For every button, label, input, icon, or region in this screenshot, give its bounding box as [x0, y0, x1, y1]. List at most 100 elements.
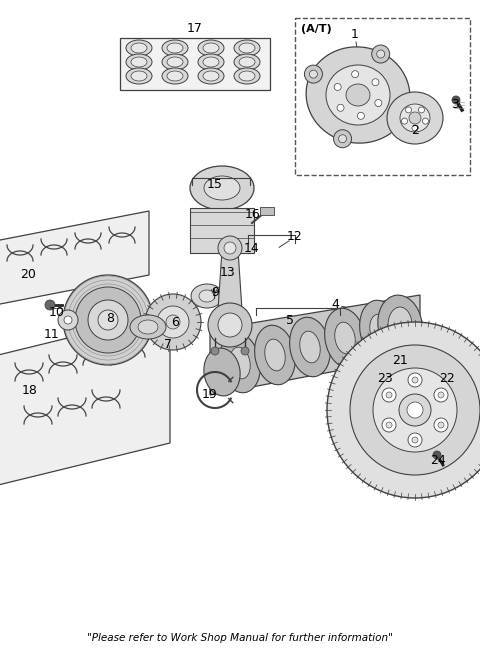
Circle shape	[63, 275, 153, 365]
Ellipse shape	[306, 47, 410, 143]
Text: 16: 16	[245, 209, 261, 222]
Ellipse shape	[198, 68, 224, 84]
Polygon shape	[218, 250, 242, 310]
Bar	[190, 208, 254, 253]
Ellipse shape	[203, 43, 219, 53]
Ellipse shape	[388, 307, 412, 343]
Text: 7: 7	[164, 338, 172, 352]
Ellipse shape	[126, 68, 152, 84]
Ellipse shape	[126, 40, 152, 56]
Circle shape	[334, 83, 341, 91]
Ellipse shape	[239, 43, 255, 53]
Ellipse shape	[220, 333, 260, 393]
Ellipse shape	[265, 339, 285, 371]
Ellipse shape	[346, 84, 370, 106]
Circle shape	[64, 316, 72, 324]
Text: 19: 19	[202, 388, 218, 401]
Ellipse shape	[167, 57, 183, 67]
Circle shape	[145, 294, 201, 350]
Text: 17: 17	[187, 22, 203, 35]
Circle shape	[334, 130, 351, 148]
Circle shape	[408, 373, 422, 387]
Ellipse shape	[167, 71, 183, 81]
Ellipse shape	[131, 57, 147, 67]
Ellipse shape	[326, 65, 390, 125]
Text: 5: 5	[286, 314, 294, 327]
Circle shape	[452, 96, 460, 104]
Ellipse shape	[130, 315, 166, 339]
Circle shape	[412, 125, 418, 131]
Circle shape	[75, 287, 141, 353]
Ellipse shape	[190, 166, 254, 210]
Ellipse shape	[230, 347, 250, 379]
Ellipse shape	[131, 71, 147, 81]
Circle shape	[412, 377, 418, 383]
Circle shape	[386, 422, 392, 428]
Ellipse shape	[289, 318, 330, 377]
Circle shape	[434, 418, 448, 432]
Text: 2: 2	[411, 123, 419, 136]
Text: 18: 18	[22, 384, 38, 396]
Circle shape	[45, 300, 55, 310]
Ellipse shape	[203, 57, 219, 67]
Circle shape	[218, 236, 242, 260]
Text: 23: 23	[377, 371, 393, 384]
Circle shape	[157, 306, 189, 338]
Ellipse shape	[239, 57, 255, 67]
Circle shape	[433, 451, 441, 459]
Circle shape	[218, 313, 242, 337]
Text: 11: 11	[44, 329, 60, 342]
Circle shape	[304, 65, 323, 83]
Ellipse shape	[191, 284, 223, 308]
Circle shape	[352, 71, 359, 77]
Ellipse shape	[204, 176, 240, 200]
Text: 12: 12	[287, 230, 303, 243]
Circle shape	[407, 402, 423, 418]
Ellipse shape	[126, 54, 152, 70]
Circle shape	[438, 422, 444, 428]
Ellipse shape	[198, 40, 224, 56]
Circle shape	[422, 118, 429, 124]
Circle shape	[398, 112, 407, 120]
Ellipse shape	[400, 104, 430, 132]
Circle shape	[399, 394, 431, 426]
Ellipse shape	[409, 112, 421, 124]
Circle shape	[382, 418, 396, 432]
Text: 21: 21	[392, 354, 408, 367]
Text: 14: 14	[244, 241, 260, 255]
Circle shape	[394, 107, 411, 125]
Text: 22: 22	[439, 371, 455, 384]
Ellipse shape	[234, 54, 260, 70]
Text: 8: 8	[106, 312, 114, 325]
Text: 1: 1	[351, 28, 359, 41]
Circle shape	[408, 433, 422, 447]
Circle shape	[88, 300, 128, 340]
Ellipse shape	[162, 40, 188, 56]
Polygon shape	[0, 211, 149, 305]
Ellipse shape	[370, 314, 390, 346]
Ellipse shape	[234, 68, 260, 84]
Text: 6: 6	[171, 316, 179, 329]
Circle shape	[434, 388, 448, 402]
Text: 9: 9	[211, 287, 219, 300]
Circle shape	[166, 315, 180, 329]
Circle shape	[402, 118, 408, 124]
Text: 13: 13	[220, 266, 236, 279]
Ellipse shape	[335, 322, 355, 354]
Text: 10: 10	[49, 306, 65, 319]
Polygon shape	[0, 313, 170, 487]
Text: 20: 20	[20, 268, 36, 281]
Circle shape	[419, 107, 424, 113]
Text: 3: 3	[451, 98, 459, 112]
Ellipse shape	[167, 43, 183, 53]
Circle shape	[372, 45, 390, 63]
Circle shape	[377, 50, 384, 58]
Circle shape	[224, 242, 236, 254]
Circle shape	[382, 388, 396, 402]
Ellipse shape	[300, 331, 320, 363]
Ellipse shape	[138, 320, 158, 334]
Ellipse shape	[254, 325, 295, 385]
Circle shape	[412, 437, 418, 443]
Circle shape	[373, 368, 457, 452]
Circle shape	[406, 107, 411, 113]
